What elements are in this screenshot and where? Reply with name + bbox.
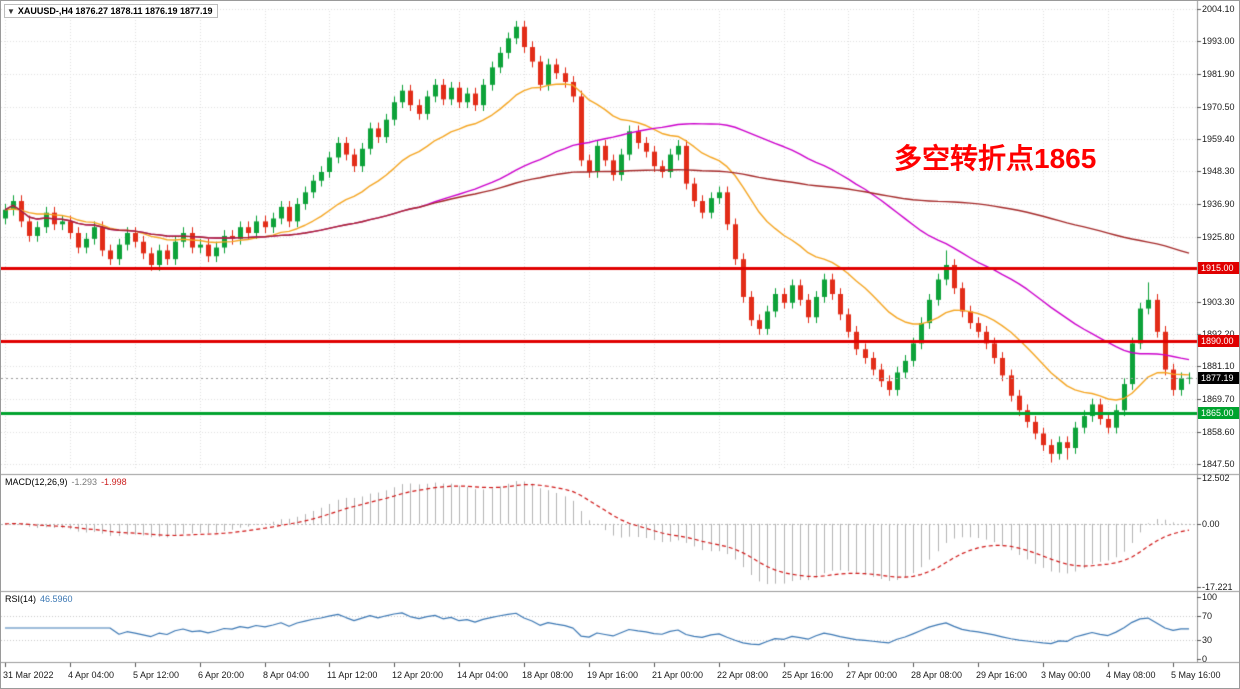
time-axis[interactable] — [1, 662, 1239, 688]
macd-main-value: -1.293 — [71, 477, 98, 487]
symbol-info-box[interactable]: ▼ XAUUSD-,H4 1876.27 1878.11 1876.19 187… — [4, 4, 218, 18]
symbol-ohlc-text: XAUUSD-,H4 1876.27 1878.11 1876.19 1877.… — [17, 6, 213, 16]
rsi-name: RSI(14) — [5, 594, 37, 604]
macd-name: MACD(12,26,9) — [5, 477, 68, 487]
rsi-indicator-label: RSI(14) 46.5960 — [5, 594, 73, 604]
macd-indicator-label: MACD(12,26,9) -1.293 -1.998 — [5, 477, 127, 487]
macd-signal-value: -1.998 — [101, 477, 127, 487]
price-axis[interactable] — [1197, 1, 1239, 662]
chart-annotation-text: 多空转折点1865 — [894, 143, 1097, 174]
expand-trading-panel-icon[interactable]: ▼ — [7, 6, 15, 16]
macd-panel[interactable] — [1, 474, 1197, 591]
rsi-panel[interactable] — [1, 591, 1197, 662]
rsi-value: 46.5960 — [40, 594, 73, 604]
main-chart-panel[interactable] — [1, 1, 1197, 474]
